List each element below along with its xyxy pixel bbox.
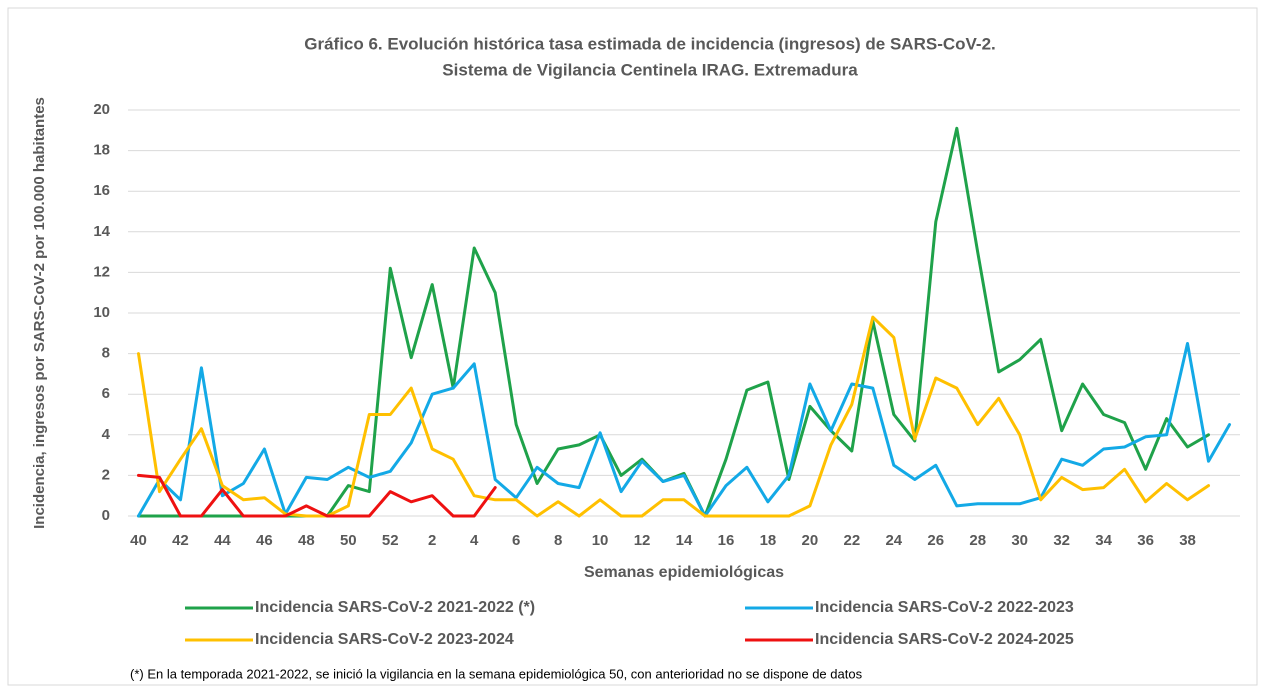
- y-tick-label: 0: [102, 507, 110, 524]
- x-tick-label: 10: [592, 532, 609, 549]
- legend-label: Incidencia SARS-CoV-2 2022-2023: [815, 599, 1074, 616]
- x-tick-label: 20: [802, 532, 819, 549]
- x-tick-label: 30: [1011, 532, 1028, 549]
- x-tick-label: 44: [214, 532, 231, 549]
- x-tick-label: 48: [298, 532, 315, 549]
- series-line: [137, 473, 497, 518]
- x-tick-label: 16: [718, 532, 735, 549]
- x-tick-label: 24: [885, 532, 902, 549]
- chart-border: [7, 7, 1258, 686]
- y-tick-label: 14: [93, 223, 110, 240]
- footnote: (*) En la temporada 2021-2022, se inició…: [130, 666, 863, 681]
- y-tick-label: 16: [93, 182, 110, 199]
- x-tick-label: 38: [1179, 532, 1196, 549]
- x-tick-label: 42: [172, 532, 189, 549]
- chart-subtitle: Sistema de Vigilancia Centinela IRAG. Ex…: [442, 60, 858, 79]
- chart-title: Gráfico 6. Evolución histórica tasa esti…: [304, 34, 996, 53]
- y-tick-label: 12: [93, 263, 110, 280]
- x-tick-label: 26: [927, 532, 944, 549]
- legend-label: Incidencia SARS-CoV-2 2023-2024: [255, 631, 514, 648]
- x-tick-label: 6: [512, 532, 520, 549]
- y-tick-label: 8: [102, 345, 110, 362]
- legend-label: Incidencia SARS-CoV-2 2021-2022 (*): [255, 599, 535, 616]
- x-axis-title: Semanas epidemiológicas: [584, 564, 784, 581]
- x-tick-label: 14: [676, 532, 693, 549]
- y-axis-title: Incidencia, ingresos por SARS-CoV-2 por …: [31, 97, 48, 529]
- series-line: [137, 315, 1210, 518]
- x-tick-label: 2: [428, 532, 436, 549]
- x-tick-label: 12: [634, 532, 651, 549]
- x-tick-label: 28: [969, 532, 986, 549]
- x-tick-label: 18: [760, 532, 777, 549]
- x-tick-label: 4: [470, 532, 479, 549]
- x-tick-label: 8: [554, 532, 562, 549]
- y-tick-label: 4: [102, 426, 111, 443]
- legend-label: Incidencia SARS-CoV-2 2024-2025: [815, 631, 1074, 648]
- x-tick-label: 34: [1095, 532, 1112, 549]
- x-tick-label: 32: [1053, 532, 1070, 549]
- x-tick-label: 40: [130, 532, 147, 549]
- y-tick-label: 6: [102, 385, 110, 402]
- x-tick-label: 46: [256, 532, 273, 549]
- x-tick-label: 22: [844, 532, 861, 549]
- y-tick-label: 18: [93, 142, 110, 159]
- x-tick-label: 50: [340, 532, 357, 549]
- series-line: [137, 342, 1231, 518]
- y-tick-label: 2: [102, 466, 110, 483]
- x-tick-label: 52: [382, 532, 399, 549]
- y-tick-label: 10: [93, 304, 110, 321]
- y-tick-label: 20: [93, 101, 110, 118]
- x-tick-label: 36: [1137, 532, 1154, 549]
